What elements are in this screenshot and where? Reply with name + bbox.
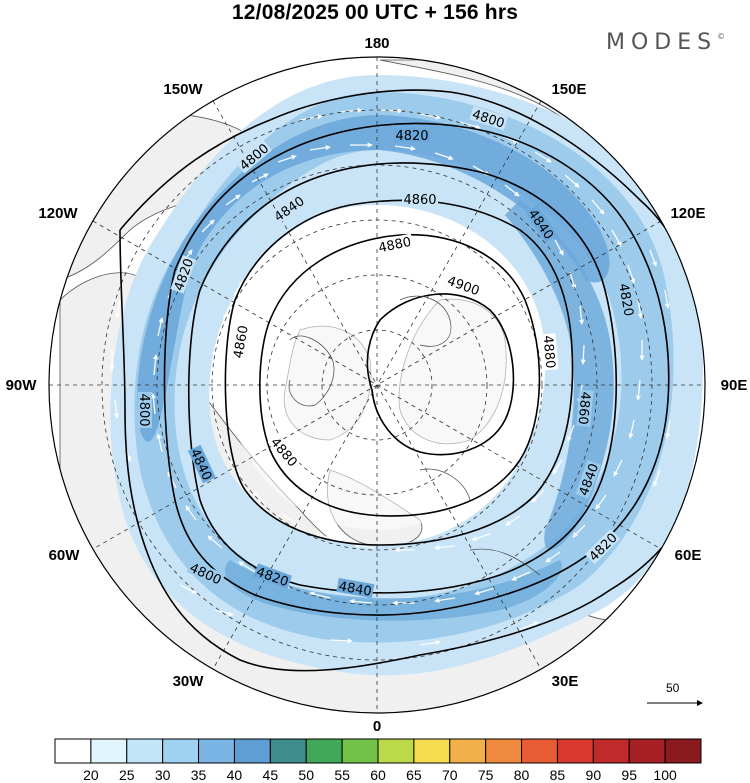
lon-label-30w: 30W — [173, 673, 205, 690]
colorbar-swatch — [556, 738, 594, 764]
colorbar-tick-label: 60 — [370, 767, 386, 783]
colorbar-tick-label: 50 — [298, 767, 315, 783]
colorbar-swatch — [485, 738, 523, 764]
contour-label-4840: 4840 — [337, 579, 372, 600]
colorbar-swatch — [126, 738, 164, 764]
colorbar-swatch — [341, 738, 379, 764]
colorbar-swatch — [198, 738, 235, 764]
colorbar-tick-label: 20 — [83, 767, 99, 783]
colorbar-tick-label: 75 — [477, 767, 494, 783]
colorbar-swatch — [413, 738, 451, 764]
lon-label-60e: 60E — [675, 547, 702, 564]
contour-label-4800: 4800 — [136, 393, 151, 426]
longitude-labels: 180 150E 120E 90E 60E 30E 0 30W 60W 90W … — [6, 35, 748, 735]
contour-label-4860: 4860 — [575, 391, 593, 425]
brand-logo: MODES© — [606, 30, 726, 55]
colorbar-swatch — [269, 738, 307, 764]
colorbar-swatch — [628, 738, 666, 764]
colorbar — [54, 738, 702, 764]
colorbar-swatch — [233, 738, 271, 764]
colorbar-tick-label: 45 — [262, 767, 279, 783]
height-contours — [119, 89, 705, 672]
colorbar-swatch — [521, 738, 558, 764]
contour-4880 — [259, 233, 541, 517]
colorbar-tick-label: 90 — [585, 767, 602, 783]
contour-label-4820: 4820 — [395, 129, 428, 144]
wind-reference-arrow-icon — [647, 700, 703, 706]
colorbar-swatch — [592, 738, 630, 764]
colorbar-tick-label: 30 — [154, 767, 171, 783]
coastlines — [288, 295, 541, 576]
contour-label-4860: 4860 — [231, 324, 252, 359]
contour-4820 — [163, 122, 670, 616]
colorbar-swatch — [664, 738, 702, 764]
lon-label-90e: 90E — [721, 377, 748, 394]
contour-4860 — [224, 199, 574, 546]
colorbar-swatch — [305, 738, 343, 764]
contour-4840 — [188, 162, 618, 594]
colorbar-swatch — [90, 738, 128, 764]
lon-label-150e: 150E — [551, 81, 586, 98]
colorbar-swatch — [377, 738, 415, 764]
colorbar-tick-label: 40 — [226, 767, 243, 783]
colorbar-swatch — [54, 738, 92, 764]
jet-band-core-2 — [505, 200, 614, 550]
colorbar-tick-label: 55 — [334, 767, 350, 783]
colorbar-tick-label: 80 — [513, 767, 530, 783]
lon-label-30e: 30E — [552, 673, 579, 690]
lon-label-120e: 120E — [670, 205, 705, 222]
colorbar-tick-label: 70 — [441, 767, 458, 783]
colorbar-tick-label: 100 — [653, 767, 677, 783]
map-boundary — [48, 56, 706, 714]
colorbar-swatch — [449, 738, 487, 764]
contour-4900 — [366, 293, 515, 456]
contour-label-4860: 4860 — [403, 193, 436, 208]
jet-band-core-3 — [224, 560, 562, 621]
colorbar-tick-label: 85 — [549, 767, 566, 783]
contour-label-4820: 4820 — [615, 282, 636, 317]
colorbar-tick-label: 35 — [190, 767, 207, 783]
lon-label-120w: 120W — [38, 205, 78, 222]
colorbar-tick-label: 65 — [406, 767, 422, 783]
lon-label-60w: 60W — [49, 547, 81, 564]
contour-label-4880: 4880 — [377, 235, 412, 257]
map-title: 12/08/2025 00 UTC + 156 hrs — [231, 1, 519, 24]
colorbar-swatch — [162, 738, 200, 764]
contour-label-4880: 4880 — [540, 335, 558, 369]
lon-label-90w: 90W — [6, 377, 38, 394]
colorbar-tick-label: 25 — [118, 767, 135, 783]
lon-label-0: 0 — [373, 718, 381, 735]
wind-reference: 50 — [640, 681, 710, 711]
lon-label-180: 180 — [364, 35, 389, 52]
colorbar-tick-label: 95 — [621, 767, 638, 783]
lon-label-150w: 150W — [163, 81, 203, 98]
wind-reference-value: 50 — [666, 681, 680, 695]
